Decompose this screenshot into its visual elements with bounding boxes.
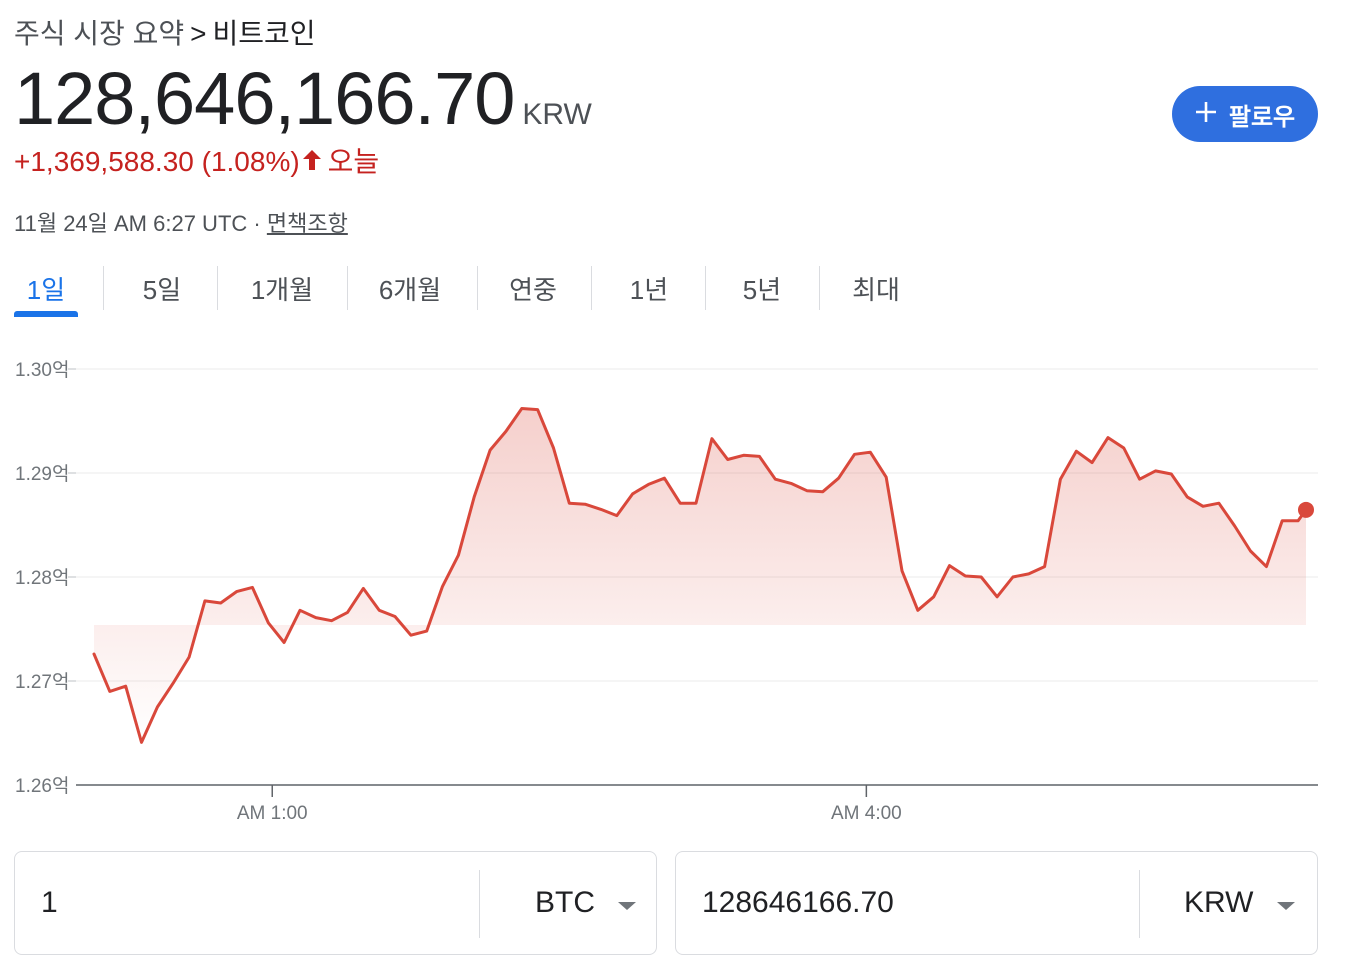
tab-5-day[interactable]: 5일 (117, 262, 207, 314)
change-period: 오늘 (327, 146, 380, 177)
series-line (92, 407, 1308, 744)
y-tick-label: 1.26억 (15, 775, 69, 797)
tab-divider (477, 266, 478, 310)
price-row: 128,646,166.70 KRW (14, 56, 592, 141)
chevron-down-icon[interactable] (618, 902, 636, 910)
converter-divider (1139, 870, 1140, 938)
y-tick-label: 1.27억 (15, 671, 69, 693)
tab-max[interactable]: 최대 (831, 262, 921, 314)
tab-label: 1일 (26, 274, 66, 305)
tab-ytd[interactable]: 연중 (488, 262, 578, 314)
tab-divider (705, 266, 706, 310)
y-tick-label: 1.28억 (15, 567, 69, 589)
tab-divider (819, 266, 820, 310)
tab-divider (217, 266, 218, 310)
y-tick-label: 1.29억 (15, 463, 69, 485)
chevron-down-icon[interactable] (1277, 902, 1295, 910)
x-tick-label: AM 1:00 (237, 803, 308, 824)
breadcrumb-separator: > (190, 18, 207, 49)
price-chart[interactable]: 1.30억 1.29억 1.28억 1.27억 1.26억 AM 1:00 AM 4:00 (0, 340, 1354, 840)
converter-from: 1 BTC (14, 851, 657, 955)
tab-label: 연중 (509, 274, 557, 305)
timestamp-separator: · (253, 211, 261, 236)
current-price-point (1298, 501, 1314, 518)
x-tick-label: AM 4:00 (831, 803, 902, 824)
from-currency-select[interactable]: BTC (535, 886, 595, 919)
converter-divider (479, 870, 480, 938)
breadcrumb: 주식 시장 요약 > 비트코인 (14, 12, 316, 52)
follow-button-label: 팔로우 (1228, 103, 1296, 131)
quote-timestamp: 11월 24일 AM 6:27 UTC (14, 211, 248, 236)
active-tab-indicator (14, 311, 78, 317)
plus-icon (1195, 99, 1217, 129)
series-area-fill (94, 408, 1306, 743)
tab-label: 1년 (629, 274, 669, 305)
tab-divider (347, 266, 348, 310)
converter-to: 128646166.70 KRW (675, 851, 1318, 955)
to-currency-select[interactable]: KRW (1184, 886, 1254, 919)
follow-button[interactable]: 팔로우 (1172, 86, 1318, 142)
up-arrow-icon (302, 146, 322, 178)
to-amount-input[interactable]: 128646166.70 (702, 886, 894, 919)
price-change: +1,369,588.30 (1.08%) (14, 146, 300, 177)
tab-1-day[interactable]: 1일 (14, 262, 78, 317)
from-amount-input[interactable]: 1 (41, 886, 58, 919)
tab-1-year[interactable]: 1년 (604, 262, 694, 314)
tab-label: 1개월 (250, 274, 314, 305)
tab-5-year[interactable]: 5년 (717, 262, 807, 314)
tab-divider (103, 266, 104, 310)
breadcrumb-current: 비트코인 (212, 18, 316, 49)
tab-6-month[interactable]: 6개월 (360, 262, 460, 314)
y-tick-label: 1.30억 (15, 359, 69, 381)
tab-label: 5년 (742, 274, 782, 305)
price-currency: KRW (522, 98, 592, 131)
breadcrumb-parent-link[interactable]: 주식 시장 요약 (14, 18, 185, 49)
tab-label: 5일 (142, 274, 182, 305)
tab-divider (591, 266, 592, 310)
timestamp-row: 11월 24일 AM 6:27 UTC · 면책조항 (14, 206, 348, 238)
current-price: 128,646,166.70 (14, 57, 515, 140)
disclaimer-link[interactable]: 면책조항 (266, 211, 348, 236)
tab-1-month[interactable]: 1개월 (232, 262, 332, 314)
tab-label: 6개월 (378, 274, 442, 305)
price-change-row: +1,369,588.30 (1.08%) 오늘 (14, 140, 379, 180)
tab-label: 최대 (852, 274, 900, 305)
